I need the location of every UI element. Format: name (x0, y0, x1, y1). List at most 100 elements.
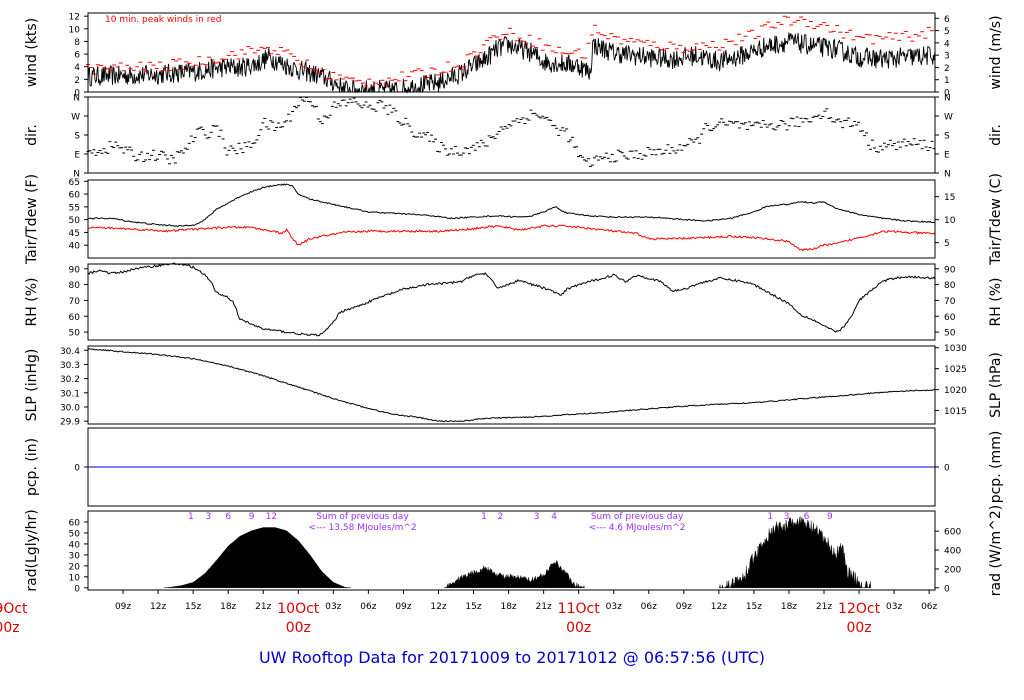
ytick-right-label-rh: 90 (944, 265, 956, 275)
ytick-label-slp: 30.4 (60, 347, 80, 357)
ytick-label-rh: 60 (69, 313, 81, 323)
xtick-label: 06z (921, 602, 937, 612)
ytick-label-dir: W (71, 113, 80, 123)
ytick-label-rad: 50 (69, 529, 81, 539)
xtick-label: 21z (536, 602, 552, 612)
ytick-right-label-rad: 0 (944, 584, 950, 594)
xtick-date-sub: 00z (566, 620, 591, 636)
rad-hour-label: 1 (481, 512, 487, 522)
ytick-right-label-rh: 80 (944, 281, 956, 291)
series-rad-2 (718, 516, 871, 589)
ytick-right-label-wind: 3 (944, 52, 950, 62)
rad-hour-label: 9 (249, 512, 255, 522)
ylabel-right-temp: Tair/Tdew (C) (988, 173, 1004, 266)
rad-hour-label: 3 (205, 512, 211, 522)
chart-title: UW Rooftop Data for 20171009 to 20171012… (258, 648, 766, 667)
rad-sum-value: <--- 13.58 MJoules/m^2 (308, 523, 416, 533)
rad-sum-value: <--- 4.6 MJoules/m^2 (589, 523, 686, 533)
ytick-right-label-rad: 200 (944, 565, 961, 575)
ytick-right-label-dir: E (944, 151, 950, 161)
ylabel-right-slp: SLP (hPa) (988, 352, 1004, 418)
xtick-date-label: 12Oct (838, 601, 881, 617)
rad-hour-label: 6 (804, 512, 810, 522)
ytick-label-rh: 70 (69, 297, 81, 307)
ytick-label-temp: 55 (69, 203, 80, 213)
xtick-date-label: 9Oct (0, 601, 28, 617)
ytick-right-label-rad: 600 (944, 528, 961, 538)
ytick-right-label-temp: 10 (944, 216, 956, 226)
ytick-label-rad: 30 (69, 551, 81, 561)
ylabel-dir: dir. (24, 124, 40, 146)
series-temp-tair (87, 183, 936, 227)
ytick-label-wind: 0 (74, 89, 80, 99)
xtick-label: 12z (711, 602, 727, 612)
panel-frame-temp (87, 179, 936, 259)
rad-sum-label: Sum of previous day (316, 512, 409, 522)
xtick-label: 03z (325, 602, 341, 612)
xtick-label: 15z (185, 602, 201, 612)
ytick-label-rad: 40 (69, 540, 81, 550)
xtick-date-sub: 00z (0, 620, 20, 636)
ytick-label-dir: S (74, 132, 80, 142)
ytick-right-label-slp: 1020 (944, 386, 967, 396)
panel-frame-wind (87, 12, 936, 93)
ylabel-right-rad: rad (W/m^2) (988, 505, 1004, 596)
ytick-label-pcp: 0 (74, 464, 80, 474)
ylabel-wind: wind (kts) (24, 18, 40, 87)
annotation-wind: 10 min. peak winds in red (105, 15, 222, 25)
ytick-label-wind: 2 (74, 76, 80, 86)
xtick-label: 21z (255, 602, 271, 612)
xtick-label: 03z (886, 602, 902, 612)
rad-hour-label: 12 (266, 512, 277, 522)
xtick-date-sub: 00z (286, 620, 311, 636)
ylabel-right-pcp: pcp. (mm) (988, 431, 1004, 504)
ytick-label-rh: 90 (69, 265, 81, 275)
ytick-right-label-wind: 2 (944, 64, 950, 74)
panel-frame-slp (87, 345, 936, 425)
ylabel-pcp: pcp. (in) (24, 438, 40, 496)
xtick-label: 12z (150, 602, 166, 612)
xtick-label: 09z (395, 602, 411, 612)
ytick-right-label-dir: N (944, 170, 951, 180)
series-slp-0 (87, 348, 935, 423)
ytick-label-wind: 12 (69, 13, 80, 23)
ytick-label-dir: E (74, 151, 80, 161)
rad-hour-label: 3 (784, 512, 790, 522)
xtick-label: 18z (500, 602, 516, 612)
series-temp-tdew (88, 224, 936, 252)
ytick-right-label-dir: W (944, 113, 953, 123)
ytick-right-label-wind: 5 (944, 27, 950, 37)
ylabel-slp: SLP (inHg) (24, 349, 40, 422)
series-rh-0 (87, 262, 936, 337)
xtick-label: 09z (676, 602, 692, 612)
ytick-right-label-rh: 50 (944, 329, 956, 339)
ytick-label-wind: 10 (69, 25, 81, 35)
ytick-label-slp: 30.3 (60, 361, 80, 371)
rad-sum-label: Sum of previous day (591, 512, 684, 522)
rad-hour-label: 4 (551, 512, 557, 522)
ytick-label-rad: 20 (69, 562, 81, 572)
ytick-right-label-wind: 4 (944, 39, 950, 49)
rad-hour-label: 2 (498, 512, 504, 522)
ytick-right-label-pcp: 0 (944, 464, 950, 474)
ytick-right-label-dir: S (944, 132, 950, 142)
ytick-right-label-rad: 400 (944, 547, 961, 557)
ytick-label-temp: 45 (69, 229, 80, 239)
xtick-label: 06z (360, 602, 376, 612)
ytick-label-slp: 30.2 (60, 375, 80, 385)
xtick-date-sub: 00z (846, 620, 871, 636)
ytick-label-dir: N (73, 94, 80, 104)
ylabel-temp: Tair/Tdew (F) (24, 174, 40, 265)
ytick-label-wind: 4 (74, 63, 80, 73)
xtick-date-label: 10Oct (277, 601, 320, 617)
ylabel-right-wind: wind (m/s) (988, 15, 1004, 89)
ytick-label-dir: N (73, 170, 80, 180)
series-rad-1 (444, 560, 585, 589)
ylabel-rad: rad(Lgly/hr) (24, 509, 40, 591)
ytick-right-label-slp: 1025 (944, 365, 967, 375)
ytick-right-label-temp: 15 (944, 193, 955, 203)
xtick-label: 03z (606, 602, 622, 612)
ytick-label-rh: 80 (69, 281, 81, 291)
series-rad-0 (163, 527, 351, 588)
rad-hour-label: 6 (225, 512, 231, 522)
